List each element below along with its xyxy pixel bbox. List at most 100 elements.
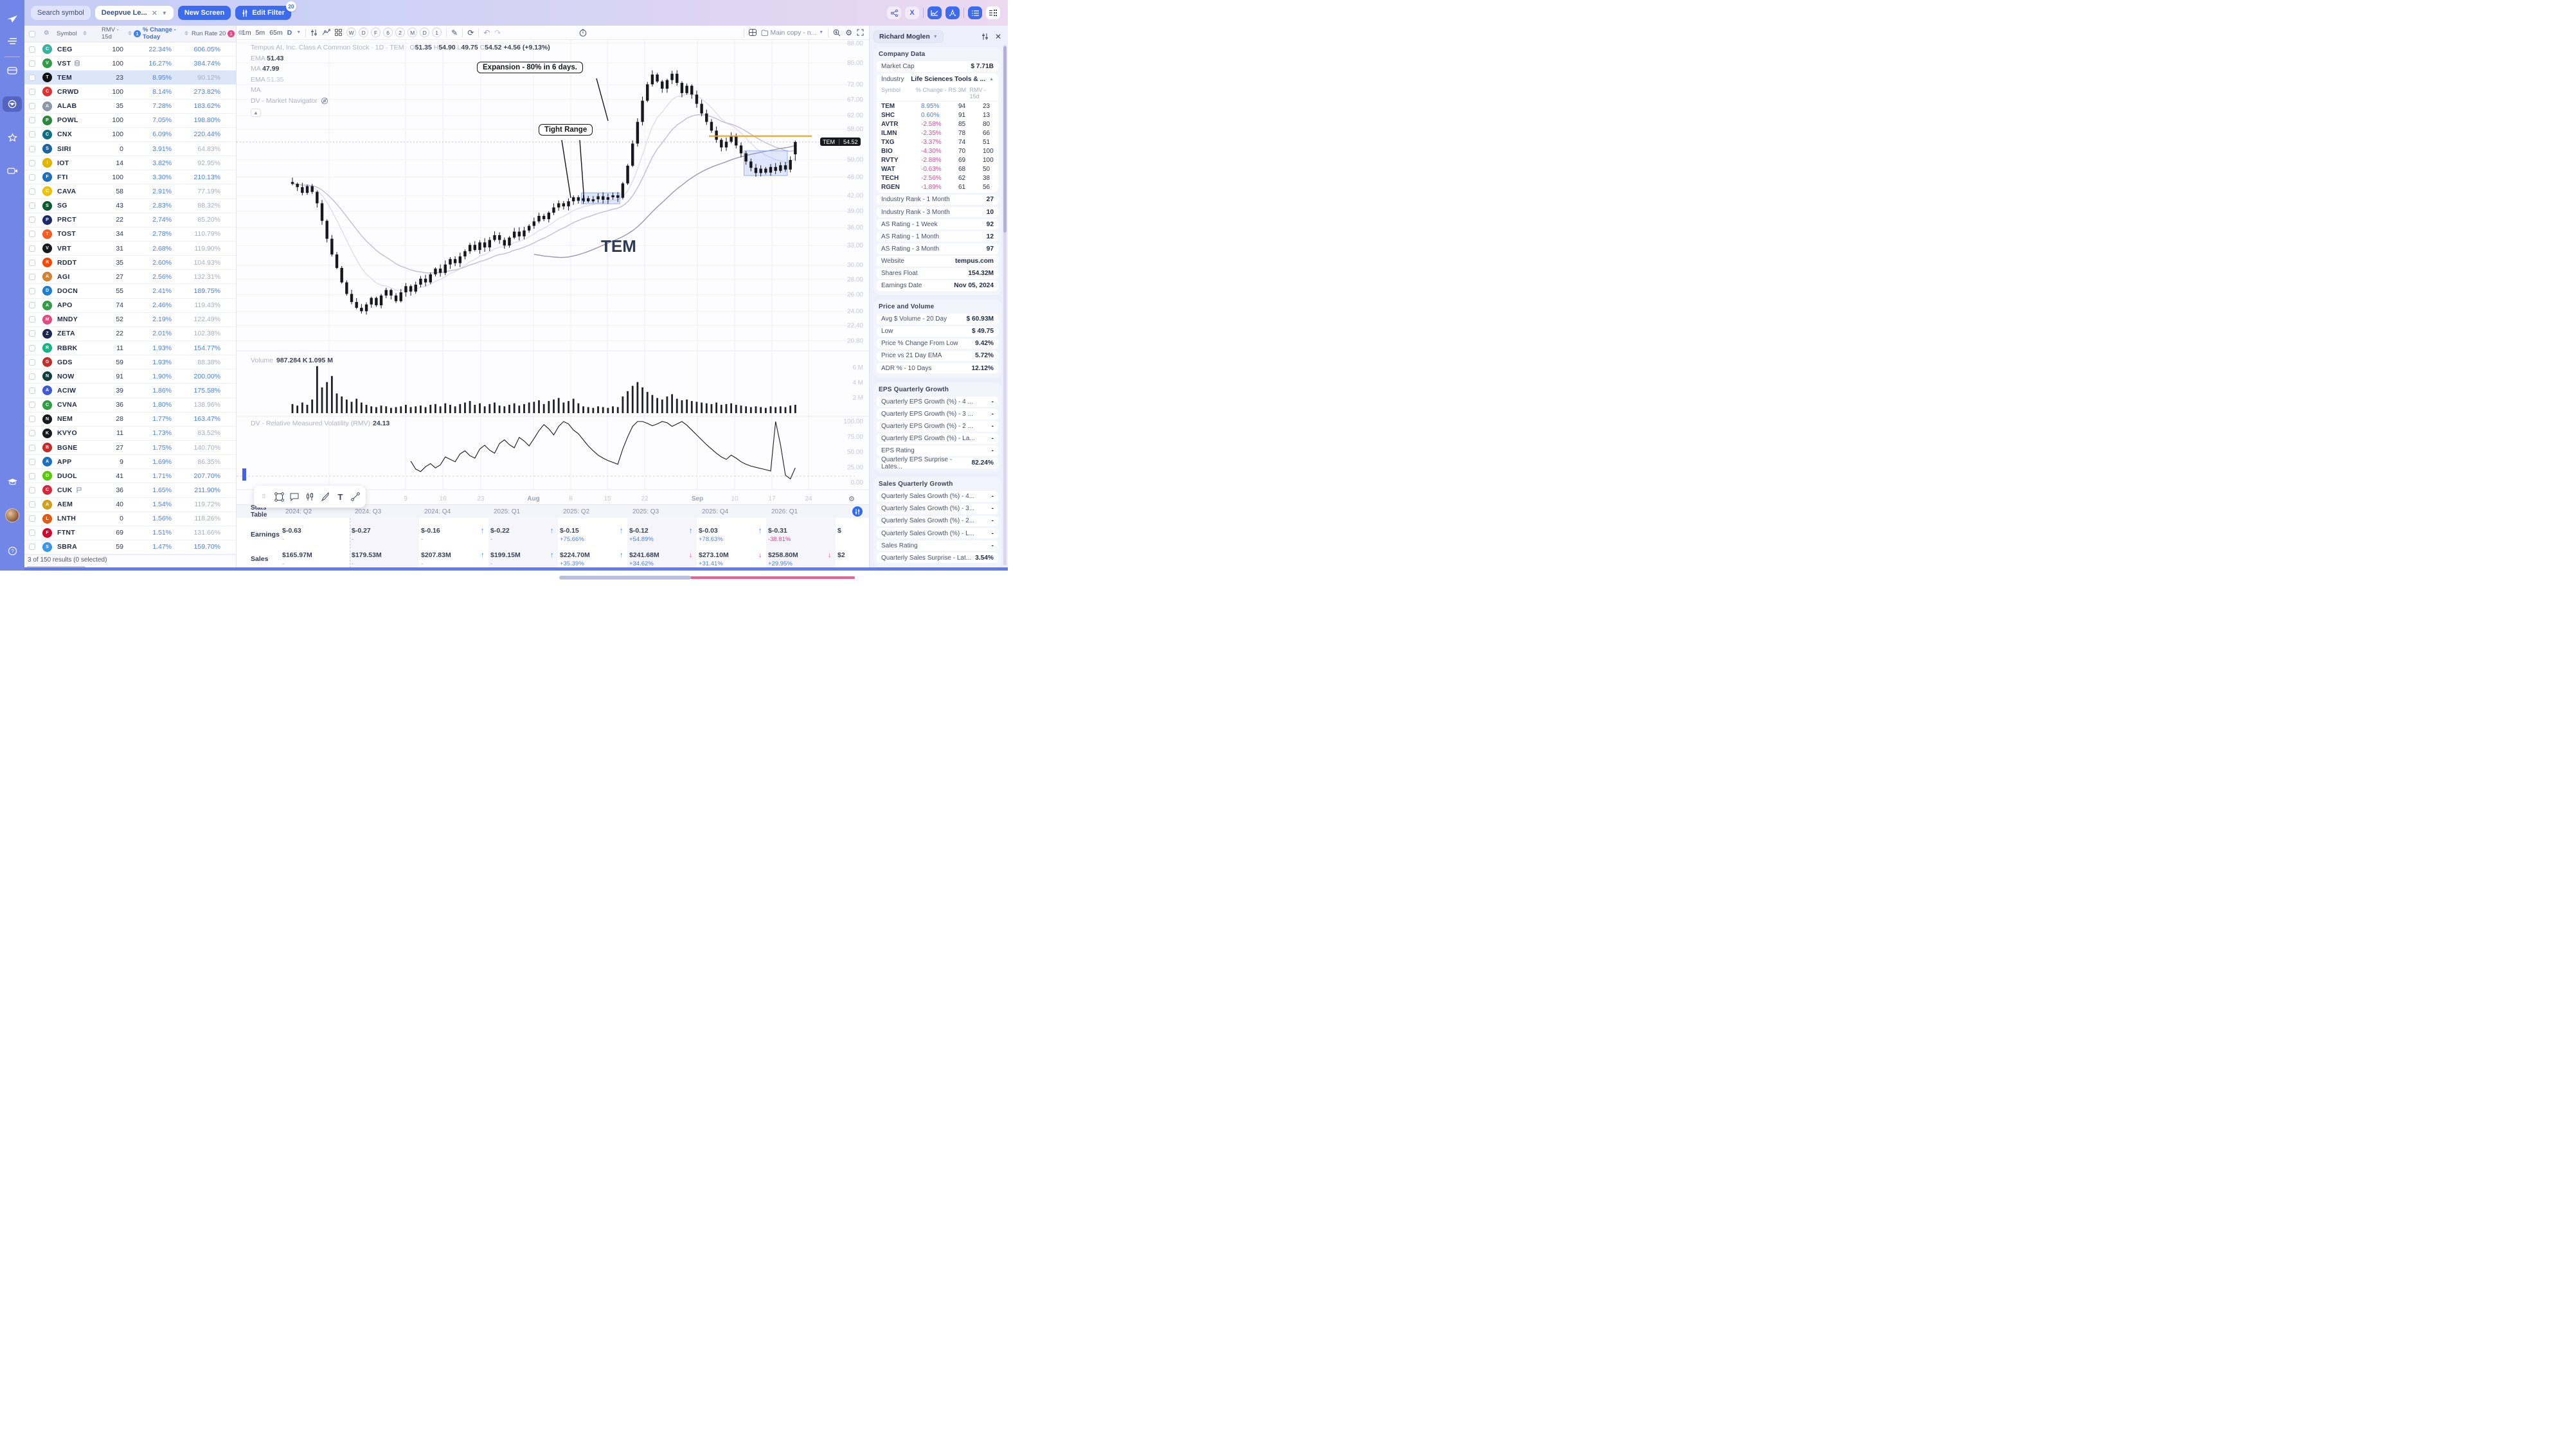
- brush-tool-icon[interactable]: [319, 490, 332, 504]
- watchlist-row-ALAB[interactable]: A ALAB 35 7.28% 183.62%: [24, 100, 236, 114]
- watchlist-row-DOCN[interactable]: D DOCN 55 2.41% 189.75%: [24, 284, 236, 299]
- user-profile-dropdown[interactable]: Richard Moglen ▼: [873, 30, 944, 43]
- company-row-5[interactable]: Website tempus.com: [877, 256, 998, 267]
- watchlist-row-RDDT[interactable]: R RDDT 35 2.60% 104.93%: [24, 256, 236, 271]
- row-checkbox[interactable]: [29, 387, 35, 394]
- table-settings-gear-icon[interactable]: ⚙: [238, 30, 244, 37]
- panel-scrollbar-track[interactable]: [1003, 45, 1007, 565]
- sort-icon[interactable]: [83, 31, 87, 35]
- indicator-ema10[interactable]: EMA 51.35: [251, 75, 284, 84]
- quick-filter-D[interactable]: D: [420, 28, 430, 37]
- relations-icon[interactable]: [945, 6, 960, 19]
- row-checkbox[interactable]: [29, 373, 35, 380]
- chevron-down-icon[interactable]: ▼: [161, 10, 167, 16]
- watchlist-row-SIRI[interactable]: S SIRI 0 3.91% 64.83%: [24, 142, 236, 157]
- watchlist-row-CVNA[interactable]: C CVNA 36 1.80% 138.96%: [24, 398, 236, 413]
- eps-row-3[interactable]: Quarterly EPS Growth (%) - La... -: [877, 433, 998, 444]
- company-row-0[interactable]: Industry Rank - 1 Month 27: [877, 194, 998, 206]
- panel-close-icon[interactable]: ✕: [994, 32, 1001, 41]
- watchlist-row-DUOL[interactable]: D DUOL 41 1.71% 207.70%: [24, 469, 236, 484]
- watchlist-row-KVYO[interactable]: K KVYO 11 1.73% 83.52%: [24, 427, 236, 441]
- interval-dropdown-icon[interactable]: ▼: [296, 30, 301, 35]
- quick-filter-6[interactable]: 6: [383, 28, 393, 37]
- row-checkbox[interactable]: [29, 74, 35, 81]
- quick-filter-M[interactable]: M: [408, 28, 418, 37]
- drag-handle-icon[interactable]: ⠿: [262, 493, 267, 500]
- company-row-1[interactable]: Industry Rank - 3 Month 10: [877, 206, 998, 218]
- market-cap-row[interactable]: Market Cap $ 7.71B: [877, 61, 998, 72]
- quick-filter-2[interactable]: 2: [395, 28, 406, 37]
- interval-1m[interactable]: 1m: [242, 28, 251, 37]
- layout-grid-icon[interactable]: [335, 29, 343, 36]
- watchlist-row-BGNE[interactable]: B BGNE 27 1.75% 140.70%: [24, 441, 236, 456]
- watchlist-row-PRCT[interactable]: P PRCT 22 2.74% 85.20%: [24, 213, 236, 227]
- peer-row-ILMN[interactable]: ILMN -2.35% 78 66: [881, 129, 990, 137]
- indicator-ma50[interactable]: MA 47.99: [251, 65, 280, 73]
- indicator-ema21[interactable]: EMA 51.43: [251, 54, 284, 62]
- indicator-settings-icon[interactable]: [310, 29, 318, 37]
- row-checkbox[interactable]: [29, 359, 35, 366]
- pv-row-3[interactable]: Price vs 21 Day EMA 5.72%: [877, 350, 998, 362]
- screen-tab[interactable]: Deepvue Le... ✕ ▼: [94, 6, 174, 20]
- watchlist-row-LNTH[interactable]: L LNTH 0 1.56% 118.26%: [24, 512, 236, 526]
- fullscreen-icon[interactable]: [857, 29, 864, 36]
- list-view-icon[interactable]: [968, 6, 982, 19]
- stats-hscrollbar-thumb[interactable]: [559, 576, 691, 580]
- app-logo-icon[interactable]: [3, 11, 22, 26]
- column-run-rate[interactable]: Run Rate 20: [192, 30, 226, 37]
- replay-clock-icon[interactable]: [579, 29, 587, 37]
- column-symbol[interactable]: Symbol: [57, 30, 77, 37]
- sales-row-5[interactable]: Quarterly Sales Surprise - Lat... 3.54%: [877, 552, 998, 564]
- row-checkbox[interactable]: [29, 344, 35, 351]
- watchlist-row-CEG[interactable]: C CEG 100 22.34% 606.05%: [24, 42, 236, 57]
- eps-row-4[interactable]: EPS Rating -: [877, 445, 998, 456]
- row-checkbox[interactable]: [29, 458, 35, 465]
- pattern-tool-icon[interactable]: [303, 490, 316, 504]
- annotation-expansion[interactable]: Expansion - 80% in 6 days.: [477, 62, 583, 73]
- row-checkbox[interactable]: [29, 529, 35, 537]
- row-checkbox[interactable]: [29, 501, 35, 508]
- chart-view-icon[interactable]: [927, 6, 942, 19]
- watchlist-row-APP[interactable]: A APP 9 1.69% 86.35%: [24, 455, 236, 470]
- row-checkbox[interactable]: [29, 287, 35, 294]
- watchlist-row-AEM[interactable]: A AEM 40 1.54% 119.72%: [24, 498, 236, 512]
- column-settings-gear-icon[interactable]: ⚙: [44, 30, 49, 37]
- watchlist-row-NOW[interactable]: N NOW 91 1.90% 200.00%: [24, 369, 236, 384]
- row-checkbox[interactable]: [29, 330, 35, 337]
- row-checkbox[interactable]: [29, 430, 35, 437]
- pv-row-2[interactable]: Price % Change From Low 9.42%: [877, 338, 998, 350]
- interval-daily[interactable]: D: [287, 28, 292, 37]
- watchlist-row-CUK[interactable]: C CUK 36 1.65% 211.90%: [24, 483, 236, 498]
- layout-folder-icon[interactable]: Main copy - n... ▼: [761, 29, 823, 37]
- comment-tool-icon[interactable]: [288, 490, 301, 504]
- panel-settings-icon[interactable]: [981, 33, 989, 40]
- watchlist-row-MNDY[interactable]: M MNDY 52 2.19% 122.49%: [24, 313, 236, 327]
- watchlist-row-POWL[interactable]: P POWL 100 7.05% 198.80%: [24, 114, 236, 128]
- share-icon[interactable]: [887, 6, 901, 19]
- stats-view-icon[interactable]: [986, 6, 1000, 19]
- watchlist-row-AGI[interactable]: A AGI 27 2.56% 132.31%: [24, 270, 236, 285]
- sales-row-3[interactable]: Quarterly Sales Growth (%) - L... -: [877, 528, 998, 539]
- sales-row-4[interactable]: Sales Rating -: [877, 540, 998, 551]
- row-checkbox[interactable]: [29, 486, 35, 493]
- watchlist-row-TOST[interactable]: T TOST 34 2.78% 110.79%: [24, 227, 236, 242]
- sidebar-item-favorites[interactable]: [3, 130, 22, 145]
- watchlist-row-TEM[interactable]: T TEM 23 8.95% 90.12%: [24, 71, 236, 85]
- row-checkbox[interactable]: [29, 231, 35, 238]
- row-checkbox[interactable]: [29, 402, 35, 409]
- watchlist-row-APO[interactable]: A APO 74 2.46% 119.43%: [24, 299, 236, 313]
- flash-search-icon[interactable]: [833, 29, 841, 37]
- column-rmv[interactable]: RMV - 15d: [102, 26, 119, 40]
- help-icon[interactable]: ?: [3, 543, 22, 558]
- sidebar-item-screener[interactable]: [3, 163, 22, 179]
- row-checkbox[interactable]: [29, 145, 35, 152]
- interval-65m[interactable]: 65m: [269, 28, 283, 37]
- eps-row-2[interactable]: Quarterly EPS Growth (%) - 2 ... -: [877, 421, 998, 432]
- row-checkbox[interactable]: [29, 88, 35, 95]
- trendline-tool-icon[interactable]: [349, 490, 362, 504]
- row-checkbox[interactable]: [29, 173, 35, 181]
- peer-row-SHC[interactable]: SHC 0.60% 91 13: [881, 111, 990, 119]
- stats-hscrollbar-track[interactable]: [640, 576, 855, 579]
- edit-filter-button[interactable]: Edit Filter 20: [235, 1, 296, 20]
- select-all-checkbox[interactable]: [29, 31, 35, 37]
